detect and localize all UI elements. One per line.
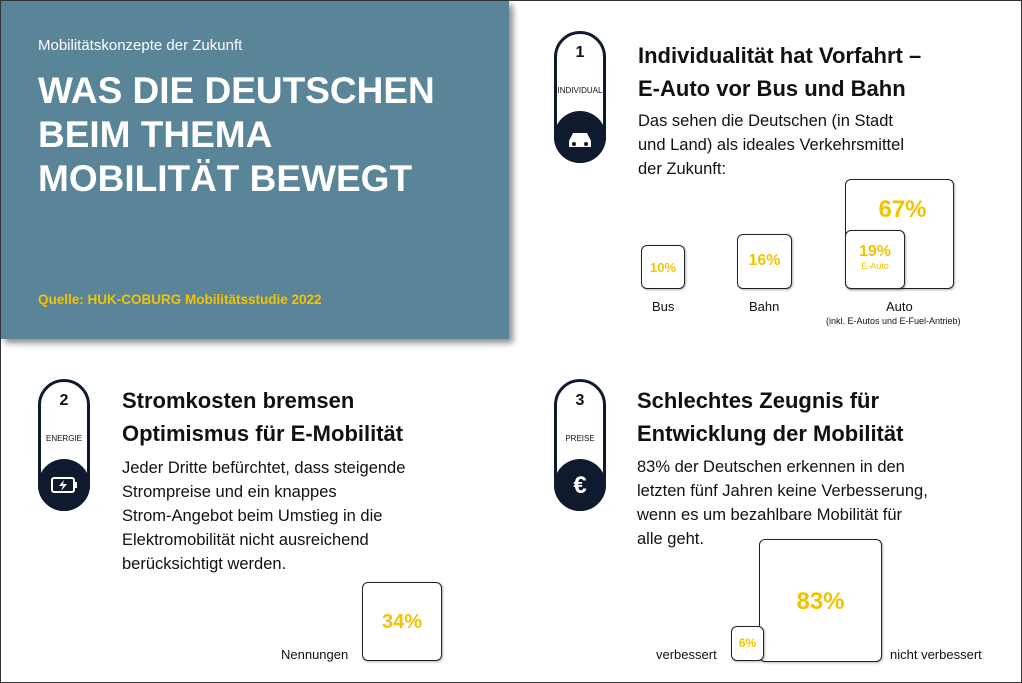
body-line: berücksichtigt werden. xyxy=(122,555,287,573)
euro-icon: € xyxy=(554,459,606,511)
source: Quelle: HUK-COBURG Mobilitätsstudie 2022 xyxy=(38,292,322,307)
section-title: Individualität hat Vorfahrt – xyxy=(638,43,922,68)
percentage: 6% xyxy=(738,636,757,650)
value-box: 34% xyxy=(362,582,442,661)
item-label: Nennungen xyxy=(281,647,349,662)
title-line: WAS DIE DEUTSCHEN xyxy=(38,70,435,111)
body-line: letzten fünf Jahren keine Verbesserung, xyxy=(637,482,928,500)
body-line: Elektromobilität nicht ausreichend xyxy=(122,531,369,549)
item-label: Bus xyxy=(652,299,675,314)
sub-label: E-Auto xyxy=(861,261,889,271)
body-line: Jeder Dritte befürchtet, dass steigende xyxy=(122,459,406,477)
title-line: MOBILITÄT BEWEGT xyxy=(38,158,413,199)
badge: 2 ENERGIE xyxy=(38,379,90,511)
value-box: 16% xyxy=(737,234,792,289)
badge-number: 3 xyxy=(575,392,585,409)
value-box: 6% xyxy=(731,626,764,661)
percentage: 34% xyxy=(381,611,423,633)
section-title: Schlechtes Zeugnis für xyxy=(637,388,880,413)
title-line: BEIM THEMA xyxy=(38,114,273,155)
badge-label: INDIVIDUAL xyxy=(557,86,603,95)
car-icon xyxy=(554,111,606,163)
item-label: verbessert xyxy=(656,647,717,662)
badge: 1 INDIVIDUAL xyxy=(554,31,606,163)
body-line: Strompreise und ein knappes xyxy=(122,483,337,501)
percentage: 10% xyxy=(649,260,677,275)
badge: 3 PREISE € xyxy=(554,379,606,511)
value-box: 19% E-Auto xyxy=(845,230,905,289)
badge-label: ENERGIE xyxy=(45,434,82,443)
section-title: Stromkosten bremsen xyxy=(122,388,355,413)
body-line: der Zukunft: xyxy=(638,160,727,178)
percentage: 16% xyxy=(748,252,781,269)
section-title: Optimismus für E-Mobilität xyxy=(122,421,404,446)
value-box: 10% xyxy=(641,245,685,289)
item-label: Bahn xyxy=(749,299,780,314)
badge-label: PREISE xyxy=(565,434,595,443)
kicker: Mobilitätskonzepte der Zukunft xyxy=(38,37,243,54)
header-panel: Mobilitätskonzepte der Zukunft WAS DIE D… xyxy=(1,1,509,339)
body-line: wenn es um bezahlbare Mobilität für xyxy=(637,506,903,524)
body-line: Strom-Angebot beim Umstieg in die xyxy=(122,507,383,525)
item-label: nicht verbessert xyxy=(890,647,982,662)
percentage: 83% xyxy=(796,588,845,615)
value-box: 83% xyxy=(759,539,882,662)
percentage: 19% xyxy=(858,243,892,260)
section-title: E-Auto vor Bus und Bahn xyxy=(638,76,906,101)
item-note: (inkl. E-Autos und E-Fuel-Antrieb) xyxy=(826,316,961,326)
item-label: Auto xyxy=(886,299,913,314)
section-title: Entwicklung der Mobilität xyxy=(637,421,904,446)
svg-text:€: € xyxy=(573,472,586,499)
badge-number: 2 xyxy=(59,392,69,409)
battery-icon xyxy=(38,459,90,511)
percentage: 67% xyxy=(878,196,927,223)
body-line: und Land) als ideales Verkehrsmittel xyxy=(638,136,904,154)
body-line: Das sehen die Deutschen (in Stadt xyxy=(638,112,893,130)
body-line: 83% der Deutschen erkennen in den xyxy=(637,458,905,476)
badge-number: 1 xyxy=(575,44,585,61)
body-line: alle geht. xyxy=(637,530,704,548)
